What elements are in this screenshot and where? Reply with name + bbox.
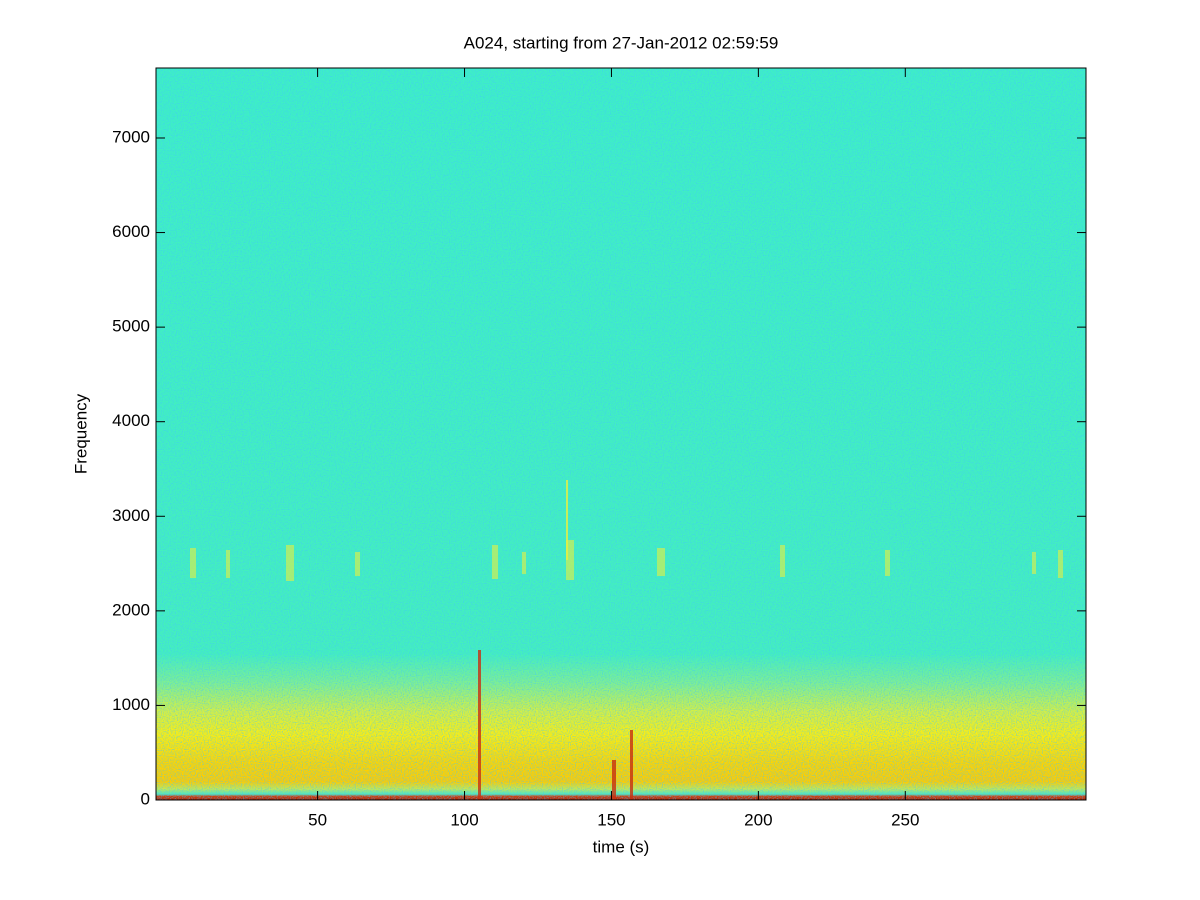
y-tick-label: 2000 [112,600,150,619]
spectrogram-image [156,68,1086,800]
x-tick-label: 150 [597,810,625,829]
x-tick-label: 250 [891,810,919,829]
y-tick-label: 4000 [112,411,150,430]
y-tick-label: 6000 [112,222,150,241]
y-tick-label: 5000 [112,317,150,336]
y-tick-label: 3000 [112,506,150,525]
y-tick-label: 0 [141,789,150,808]
x-tick-label: 50 [308,810,327,829]
y-tick-label: 7000 [112,127,150,146]
y-tick-label: 1000 [112,695,150,714]
x-tick-label: 100 [450,810,478,829]
plot-frame [155,67,1087,801]
chart-title: A024, starting from 27-Jan-2012 02:59:59 [464,33,779,52]
x-tick-label: 200 [744,810,772,829]
y-axis-label: Frequency [71,393,90,474]
x-axis-label: time (s) [593,837,650,856]
